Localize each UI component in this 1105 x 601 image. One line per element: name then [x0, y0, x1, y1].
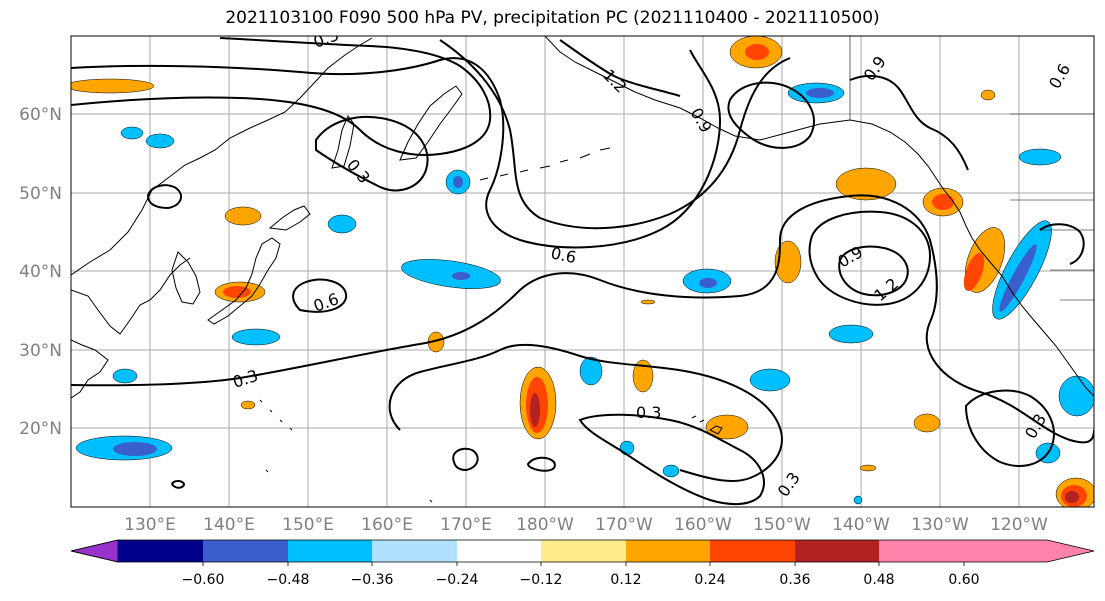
colorbar-segment [626, 540, 710, 562]
colorbar-extend-right [964, 540, 1094, 562]
lon-labels: 130°E 140°E 150°E 160°E 170°E 180°W 170°… [124, 515, 1048, 535]
colorbar-segment [118, 540, 203, 562]
colorbar-segment [710, 540, 795, 562]
colorbar-tick-label: 0.24 [694, 572, 725, 588]
lon-label: 140°E [203, 515, 255, 535]
lat-lon-grid [71, 36, 1094, 507]
precipitation-anomaly-shading [71, 36, 1094, 507]
lat-labels: 60°N 50°N 40°N 30°N 20°N [19, 105, 62, 439]
colorbar-tick-label: −0.24 [436, 572, 479, 588]
colorbar-tick-label: 0.60 [948, 572, 979, 588]
colorbar-extend-left [70, 539, 119, 563]
lon-label: 160°E [361, 515, 413, 535]
lon-label: 180°W [516, 515, 574, 535]
lat-label: 30°N [19, 341, 62, 361]
colorbar-tick-label: 0.48 [863, 572, 894, 588]
colorbar-tick-label: 0.36 [779, 572, 810, 588]
lat-label: 40°N [19, 262, 62, 282]
colorbar-tick-label: −0.48 [267, 572, 310, 588]
colorbar-tick-label: −0.12 [520, 572, 563, 588]
colorbar-segment [541, 540, 626, 562]
colorbar-segment [457, 540, 541, 562]
map-title: 2021103100 F090 500 hPa PV, precipitatio… [225, 8, 880, 28]
colorbar-tick-label: 0.12 [610, 572, 641, 588]
colorbar-segment [203, 540, 288, 562]
pv-contours [71, 37, 1094, 506]
lat-label: 60°N [19, 105, 62, 125]
colorbar-segment [288, 540, 372, 562]
lon-label: 170°E [440, 515, 492, 535]
lon-label: 150°E [282, 515, 334, 535]
contour-label: 0.6 [549, 243, 578, 267]
lon-label: 130°E [124, 515, 176, 535]
lon-label: 130°W [911, 515, 969, 535]
lon-label: 140°W [832, 515, 890, 535]
colorbar-segment [795, 540, 879, 562]
lon-label: 150°W [753, 515, 811, 535]
coastlines [71, 36, 1094, 503]
colorbar: −0.60 −0.48 −0.36 −0.24 −0.12 0.12 0.24 … [70, 539, 1095, 588]
lon-label: 160°W [674, 515, 732, 535]
lon-label: 170°W [595, 515, 653, 535]
contour-label: 0.3 [636, 403, 661, 422]
lon-label: 120°W [990, 515, 1048, 535]
colorbar-segment [879, 540, 964, 562]
plot-frame [70, 35, 1095, 508]
lat-label: 20°N [19, 419, 62, 439]
colorbar-segment [372, 540, 457, 562]
colorbar-tick-label: −0.36 [351, 572, 394, 588]
lat-label: 50°N [19, 184, 62, 204]
colorbar-tick-label: −0.60 [182, 572, 225, 588]
